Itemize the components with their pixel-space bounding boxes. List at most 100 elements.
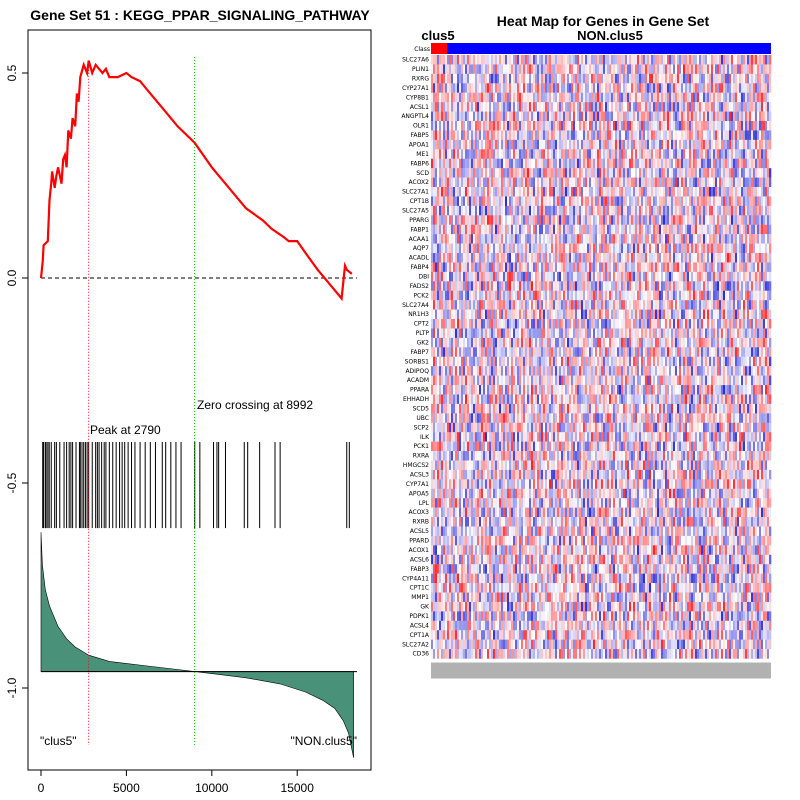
heatmap-cell <box>529 130 532 141</box>
heatmap-cell <box>747 196 750 207</box>
heatmap-cell <box>651 168 654 178</box>
heatmap-cell <box>685 281 688 291</box>
heatmap-cell <box>433 262 436 273</box>
heatmap-row <box>431 158 772 169</box>
heatmap-cell <box>557 187 560 197</box>
heatmap-cell <box>649 243 652 254</box>
heatmap-cell <box>477 121 480 131</box>
heatmap-row <box>431 73 772 84</box>
heatmap-cell <box>713 300 716 310</box>
heatmap-cell <box>531 300 534 310</box>
heatmap-cell <box>667 130 670 141</box>
heatmap-cell <box>729 64 732 75</box>
heatmap-cell <box>509 215 512 225</box>
heatmap-cell <box>469 149 472 159</box>
heatmap-cell <box>543 215 546 225</box>
heatmap-cell <box>701 234 704 244</box>
heatmap-cell <box>615 83 618 93</box>
heatmap-cell <box>511 121 514 131</box>
heatmap-cell <box>535 196 538 207</box>
heatmap-cell <box>461 196 464 207</box>
heatmap-cell <box>517 205 520 216</box>
heatmap-cell <box>721 64 724 75</box>
heatmap-cell <box>489 111 492 122</box>
heatmap-cell <box>529 290 532 301</box>
heatmap-row <box>431 224 772 235</box>
heatmap-cell <box>609 290 612 301</box>
heatmap-cell <box>659 271 662 282</box>
heatmap-cell <box>513 158 516 169</box>
heatmap-cell <box>761 253 764 263</box>
heatmap-cell <box>765 83 768 93</box>
heatmap-cell <box>739 262 742 273</box>
heatmap-cell <box>443 121 446 131</box>
heatmap-cell <box>611 290 614 301</box>
heatmap-cell <box>729 196 732 207</box>
heatmap-cell <box>755 102 758 112</box>
heatmap-cell <box>633 92 636 103</box>
heatmap-cell <box>735 168 738 178</box>
heatmap-cell <box>699 139 702 150</box>
heatmap-cell <box>745 102 748 112</box>
heatmap-cell <box>767 215 770 225</box>
heatmap-cell <box>483 102 486 112</box>
heatmap-cell <box>661 139 664 150</box>
heatmap-cell <box>471 102 474 112</box>
heatmap-cell <box>593 55 596 65</box>
heatmap-cell <box>435 111 438 122</box>
heatmap-cell <box>477 73 480 84</box>
heatmap-cell <box>639 271 642 282</box>
heatmap-cell <box>647 92 650 103</box>
heatmap-cell <box>699 158 702 169</box>
heatmap-cell <box>493 83 496 93</box>
heatmap-cell <box>507 300 510 310</box>
heatmap-cell <box>675 187 678 197</box>
heatmap-cell <box>581 262 584 273</box>
heatmap-cell <box>641 64 644 75</box>
heatmap-cell <box>601 234 604 244</box>
heatmap-cell <box>649 205 652 216</box>
heatmap-cell <box>659 187 662 197</box>
heatmap-cell <box>731 224 734 235</box>
heatmap-cell <box>757 262 760 273</box>
heatmap-cell <box>577 73 580 84</box>
gene-label: ACAA1 <box>409 236 430 243</box>
heatmap-cell <box>567 196 570 207</box>
heatmap-cell <box>627 55 630 65</box>
heatmap-cell <box>623 149 626 159</box>
heatmap-cell <box>537 102 540 112</box>
heatmap-cell <box>435 196 438 207</box>
heatmap-cell <box>539 92 542 103</box>
heatmap-cell <box>515 309 518 320</box>
heatmap-cell <box>611 111 614 122</box>
heatmap-cell <box>741 196 744 207</box>
heatmap-cell <box>455 271 458 282</box>
heatmap-cell <box>471 83 474 93</box>
heatmap-cell <box>503 234 506 244</box>
heatmap-cell <box>595 149 598 159</box>
heatmap-cell <box>635 149 638 159</box>
heatmap-cell <box>433 281 436 291</box>
heatmap-cell <box>767 224 770 235</box>
heatmap-cell <box>515 177 518 188</box>
heatmap-cell <box>697 92 700 103</box>
heatmap-cell <box>563 215 566 225</box>
heatmap-cell <box>665 168 668 178</box>
heatmap-cell <box>731 73 734 84</box>
heatmap-cell <box>525 271 528 282</box>
heatmap-cell <box>489 243 492 254</box>
heatmap-cell <box>465 130 468 141</box>
heatmap-cell <box>509 262 512 273</box>
heatmap-cell <box>565 121 568 131</box>
heatmap-cell <box>529 83 532 93</box>
heatmap-cell <box>671 177 674 188</box>
heatmap-cell <box>485 73 488 84</box>
heatmap-cell <box>707 224 710 235</box>
heatmap-cell <box>499 243 502 254</box>
heatmap-cell <box>753 300 756 310</box>
heatmap-cell <box>763 177 766 188</box>
heatmap-cell <box>457 281 460 291</box>
heatmap-cell <box>527 187 530 197</box>
heatmap-cell <box>647 73 650 84</box>
heatmap-cell <box>511 234 514 244</box>
